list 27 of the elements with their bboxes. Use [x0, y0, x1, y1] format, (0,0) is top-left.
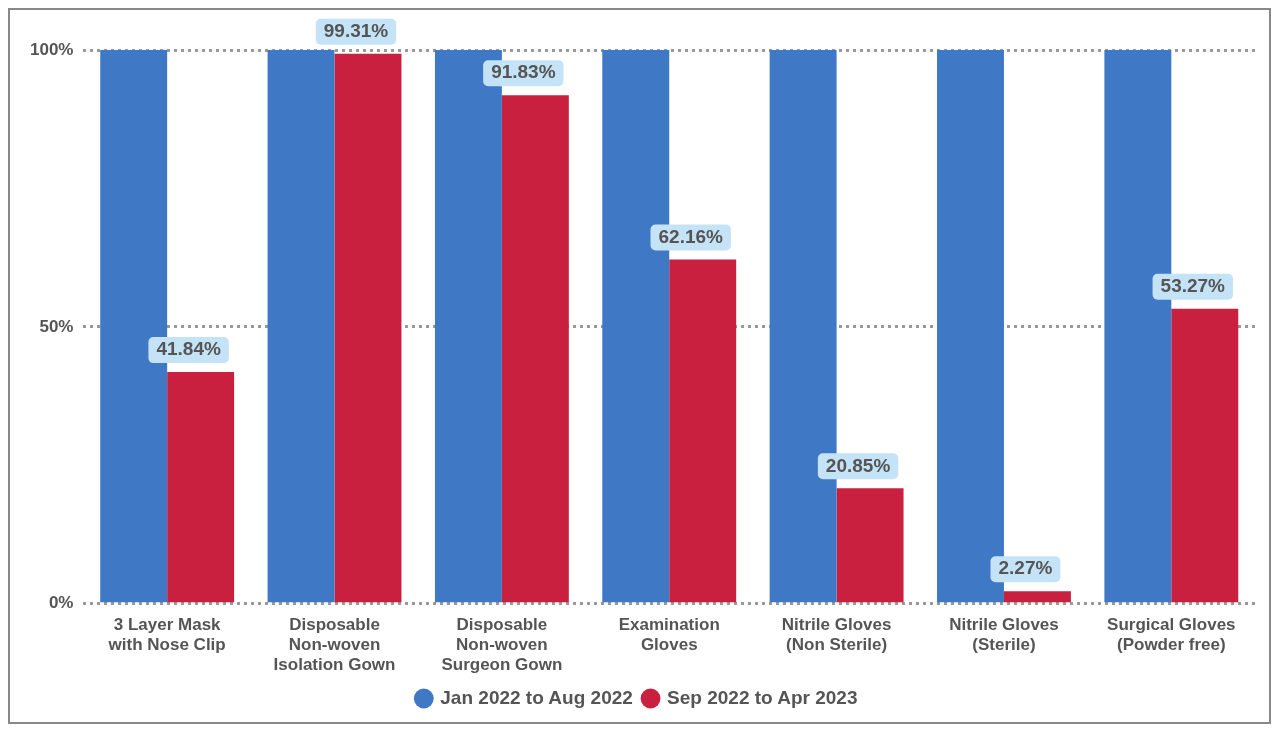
data-label: 20.85% — [825, 454, 891, 476]
data-label: 41.84% — [156, 338, 221, 360]
bar — [267, 50, 335, 603]
x-tick-label: Examination Gloves — [618, 614, 720, 655]
legend-label: Jan 2022 to Aug 2022 — [440, 686, 633, 708]
x-tick-label: Nitrile Gloves (Sterile) — [949, 614, 1059, 655]
bar — [836, 488, 904, 603]
x-tick-label: Disposable Non-woven Isolation Gown — [273, 614, 396, 675]
bar — [501, 95, 569, 603]
x-tick-label: Surgical Gloves (Powder free) — [1107, 614, 1236, 655]
bar — [1003, 591, 1071, 603]
data-label: 53.27% — [1160, 275, 1226, 297]
bar — [167, 372, 235, 603]
y-tick-label: 0% — [48, 593, 74, 613]
bar — [334, 53, 402, 603]
x-tick-label: Disposable Non-woven Surgeon Gown — [441, 614, 563, 675]
data-label: 62.16% — [658, 225, 724, 247]
bar — [1171, 308, 1239, 603]
x-tick-label: Nitrile Gloves (Non Sterile) — [781, 614, 892, 655]
data-label: 91.83% — [491, 61, 556, 83]
y-tick-label: 50% — [39, 316, 74, 336]
bar — [669, 259, 737, 603]
x-tick-label: 3 Layer Mask with Nose Clip — [107, 614, 226, 655]
legend-label: Sep 2022 to Apr 2023 — [667, 686, 858, 708]
data-label: 2.27% — [998, 557, 1053, 579]
data-label: 99.31% — [323, 20, 389, 42]
y-tick-label: 100% — [30, 39, 74, 59]
